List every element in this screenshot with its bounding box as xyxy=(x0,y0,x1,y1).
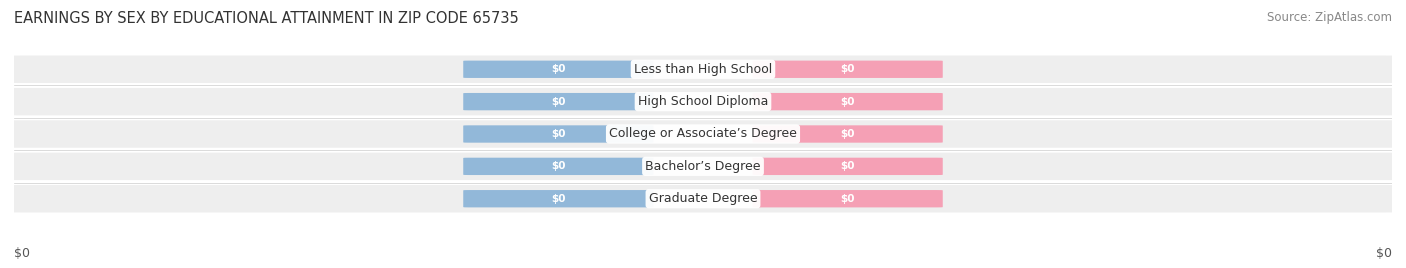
Text: Source: ZipAtlas.com: Source: ZipAtlas.com xyxy=(1267,11,1392,24)
FancyBboxPatch shape xyxy=(4,120,1402,148)
Text: $0: $0 xyxy=(841,97,855,107)
FancyBboxPatch shape xyxy=(4,88,1402,116)
Text: $0: $0 xyxy=(551,129,565,139)
Text: $0: $0 xyxy=(841,64,855,74)
Text: $0: $0 xyxy=(841,129,855,139)
FancyBboxPatch shape xyxy=(752,93,943,110)
Text: Bachelor’s Degree: Bachelor’s Degree xyxy=(645,160,761,173)
Text: $0: $0 xyxy=(1376,247,1392,260)
Text: High School Diploma: High School Diploma xyxy=(638,95,768,108)
FancyBboxPatch shape xyxy=(463,158,654,175)
Text: $0: $0 xyxy=(551,194,565,204)
Text: $0: $0 xyxy=(14,247,30,260)
Text: EARNINGS BY SEX BY EDUCATIONAL ATTAINMENT IN ZIP CODE 65735: EARNINGS BY SEX BY EDUCATIONAL ATTAINMEN… xyxy=(14,11,519,26)
Text: College or Associate’s Degree: College or Associate’s Degree xyxy=(609,128,797,140)
Text: $0: $0 xyxy=(841,161,855,171)
Text: Graduate Degree: Graduate Degree xyxy=(648,192,758,205)
FancyBboxPatch shape xyxy=(463,125,654,143)
FancyBboxPatch shape xyxy=(463,190,654,207)
Text: $0: $0 xyxy=(841,194,855,204)
Text: Less than High School: Less than High School xyxy=(634,63,772,76)
FancyBboxPatch shape xyxy=(752,125,943,143)
FancyBboxPatch shape xyxy=(4,185,1402,213)
Text: $0: $0 xyxy=(551,161,565,171)
FancyBboxPatch shape xyxy=(4,152,1402,180)
Text: $0: $0 xyxy=(551,97,565,107)
FancyBboxPatch shape xyxy=(4,55,1402,83)
FancyBboxPatch shape xyxy=(752,61,943,78)
FancyBboxPatch shape xyxy=(752,190,943,207)
FancyBboxPatch shape xyxy=(752,158,943,175)
FancyBboxPatch shape xyxy=(463,61,654,78)
Text: $0: $0 xyxy=(551,64,565,74)
FancyBboxPatch shape xyxy=(463,93,654,110)
